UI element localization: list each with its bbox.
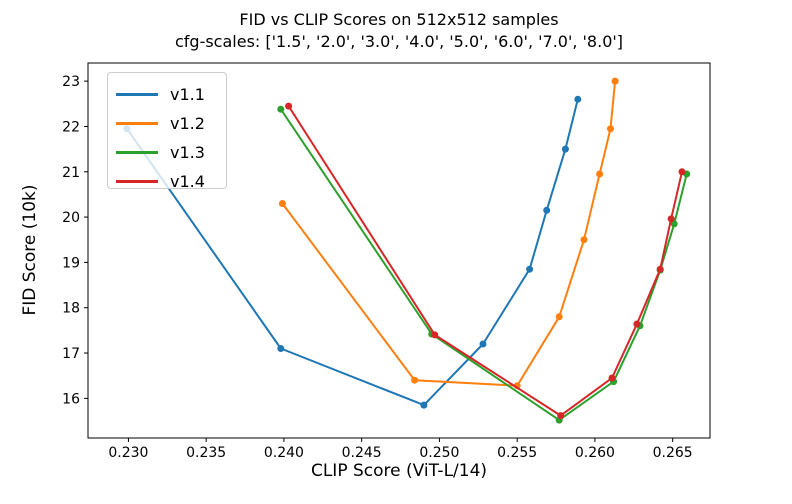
data-point-v1.2	[607, 125, 614, 133]
y-axis-label: FID Score (10k)	[20, 184, 40, 316]
y-tick-label: 17	[62, 346, 80, 362]
data-point-v1.4	[557, 412, 565, 420]
data-point-v1.2	[555, 313, 563, 321]
legend-item-v1-2: v1.2	[108, 109, 226, 138]
legend-label-v1-1: v1.1	[170, 85, 205, 104]
data-point-v1.2	[580, 236, 588, 244]
data-point-v1.3	[670, 220, 678, 228]
data-point-v1.1	[420, 401, 428, 409]
series-line-v1.3	[279, 108, 688, 422]
x-tick-label: 0.265	[653, 445, 693, 461]
y-tick-label: 22	[62, 119, 80, 135]
legend-line-sample-v1-1	[116, 93, 158, 96]
x-axis-label: CLIP Score (ViT-L/14)	[310, 461, 488, 481]
legend-label-v1-3: v1.3	[170, 143, 205, 162]
series-line-v1.4	[287, 105, 683, 417]
data-point-v1.1	[561, 145, 569, 153]
plot-frame	[87, 62, 711, 439]
data-point-v1.4	[667, 215, 675, 223]
legend-item-v1-3: v1.3	[108, 138, 226, 167]
data-point-v1.1	[543, 206, 551, 214]
data-point-v1.4	[633, 320, 641, 328]
legend-label-v1-2: v1.2	[170, 114, 205, 133]
series-line-v1.2	[281, 80, 617, 387]
data-point-v1.2	[278, 200, 286, 207]
data-point-v1.4	[678, 168, 686, 176]
chart-title-block: FID vs CLIP Scores on 512x512 samples cf…	[88, 9, 710, 53]
y-tick-label: 20	[62, 210, 80, 226]
y-tick-label: 21	[62, 165, 80, 181]
data-point-v1.4	[608, 374, 616, 382]
x-tick-label: 0.250	[419, 445, 459, 461]
x-tick-label: 0.245	[342, 445, 382, 461]
data-point-v1.2	[611, 77, 619, 85]
legend: v1.1 v1.2 v1.3 v1.4	[107, 72, 227, 191]
y-tick-label: 16	[62, 391, 80, 407]
x-tick-label: 0.240	[264, 445, 304, 461]
data-point-v1.1	[574, 95, 582, 103]
data-point-v1.2	[411, 376, 419, 384]
legend-line-sample-v1-2	[116, 122, 158, 125]
chart-title: FID vs CLIP Scores on 512x512 samples	[239, 10, 559, 29]
legend-line-sample-v1-3	[116, 151, 158, 154]
x-tick-label: 0.235	[186, 445, 226, 461]
legend-item-v1-4: v1.4	[108, 167, 226, 196]
data-point-v1.2	[596, 170, 604, 178]
x-tick-label: 0.230	[108, 445, 148, 461]
data-point-v1.3	[277, 105, 285, 113]
y-tick-label: 18	[62, 301, 80, 317]
data-point-v1.1	[526, 265, 534, 273]
series-line-v1.1	[125, 98, 579, 407]
y-tick-label: 23	[62, 74, 80, 90]
x-tick-label: 0.260	[575, 445, 615, 461]
legend-label-v1-4: v1.4	[170, 172, 205, 191]
data-point-v1.1	[277, 345, 285, 352]
x-tick-label: 0.255	[497, 445, 537, 461]
data-point-v1.1	[479, 340, 487, 348]
data-point-v1.4	[431, 331, 439, 339]
y-tick-label: 19	[62, 255, 80, 271]
data-point-v1.4	[285, 102, 293, 110]
legend-line-sample-v1-4	[116, 180, 158, 183]
data-point-v1.4	[656, 265, 664, 273]
chart-subtitle: cfg-scales: ['1.5', '2.0', '3.0', '4.0',…	[174, 32, 624, 51]
legend-item-v1-1: v1.1	[108, 80, 226, 109]
